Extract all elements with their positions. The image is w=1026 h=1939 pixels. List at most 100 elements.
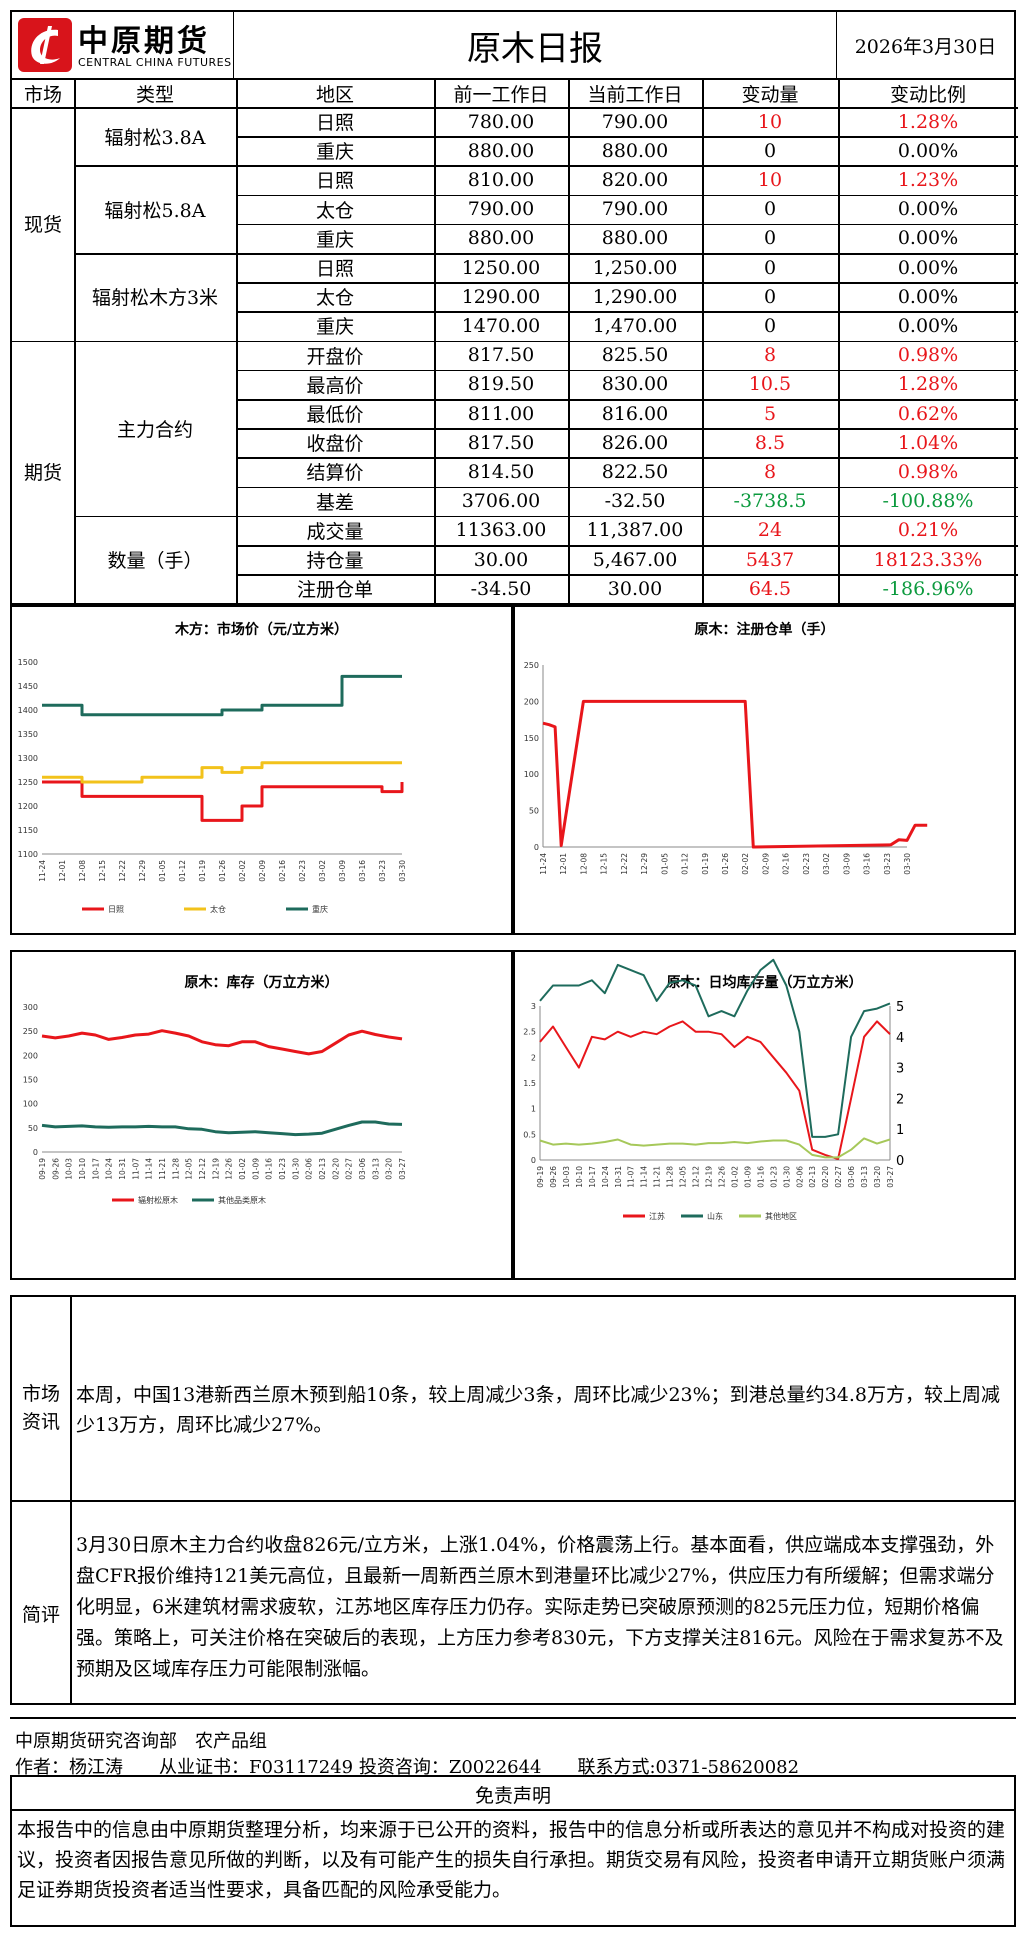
x-tick-label: 03-30 [903,853,912,875]
curr-value-cell: 5,467.00 [592,548,678,571]
legend-label: 其他品类原木 [218,1195,266,1205]
column-header: 地区 [315,84,354,106]
column-header: 前一工作日 [453,84,549,106]
x-tick-label: 11-07 [131,1158,140,1180]
x-tick-label: 01-05 [660,853,669,875]
x-tick-label: 09-19 [536,1166,545,1188]
curr-value-cell: 816.00 [601,402,669,425]
region-cell: 收盘价 [306,433,364,456]
x-tick-label: 10-17 [588,1166,597,1188]
x-tick-label: 10-31 [118,1158,127,1180]
disclaimer-text: 本报告中的信息由中原期货整理分析，均来源于已公开的资料，报告中的信息分析或所表达… [17,1819,1006,1901]
series-line-2 [539,958,891,1138]
change-cell: 10 [757,168,783,191]
x-tick-label: 03-02 [822,853,831,875]
column-header: 当前工作日 [587,84,683,106]
x-tick-label: 10-24 [105,1158,114,1180]
x-tick-label: 01-23 [769,1166,778,1188]
news-text: 本周，中国13港新西兰原木预到船10条，较上周减少3条，周环比减少23%；到港总… [76,1384,1000,1436]
x-tick-label: 12-05 [679,1166,688,1188]
x-tick-label: 12-05 [185,1158,194,1180]
curr-value-cell: 30.00 [607,577,663,600]
x-tick-label: 02-06 [305,1158,314,1180]
x-tick-label: 01-26 [721,853,730,875]
x-tick-label: 03-09 [842,853,851,875]
x-tick-label: 03-16 [358,860,367,882]
x-tick-label: 03-02 [318,860,327,882]
type-cell: 辐射松木方3米 [91,287,219,310]
x-tick-label: 01-23 [278,1158,287,1180]
x-tick-label: 03-06 [847,1166,856,1188]
price-table: 市场 类型 地区 前一工作日 当前工作日 变动量 变动比例 日照 780.00 790.00 10 1… [10,80,1018,605]
x-tick-label: 03-27 [886,1166,895,1188]
y-tick-label: 1500 [18,658,38,667]
x-tick-label: 11-07 [627,1166,636,1188]
x-tick-label: 02-16 [278,860,287,882]
report-date: 2026年3月30日 [836,12,1014,78]
x-tick-label: 01-16 [756,1166,765,1188]
x-tick-label: 12-08 [579,853,588,875]
curr-value-cell: -32.50 [604,490,666,513]
prev-value-cell: 817.50 [467,344,535,367]
x-tick-label: 12-01 [559,853,568,875]
region-cell: 成交量 [306,520,364,543]
x-tick-label: 03-30 [398,860,407,882]
x-tick-label: 10-10 [575,1166,584,1188]
x-tick-label: 02-13 [808,1166,817,1188]
change-pct-cell: 0.00% [897,227,959,250]
type-cell: 数量（手） [107,550,203,573]
region-cell: 太仓 [315,287,354,310]
series-line-2 [41,1120,403,1137]
chart-title: 原木：注册仓单（手） [694,622,835,638]
y2-tick-label: 3 [896,1062,904,1077]
region-cell: 重庆 [315,228,354,251]
change-cell: 0 [763,227,777,250]
curr-value-cell: 820.00 [601,168,669,191]
change-pct-cell: 18123.33% [873,548,983,571]
prev-value-cell: 1250.00 [461,256,541,279]
y-tick-label: 1.5 [523,1079,536,1088]
x-tick-label: 12-22 [620,853,629,875]
curr-value-cell: 825.50 [601,344,669,367]
y-tick-label: 200 [524,697,539,706]
x-tick-label: 02-27 [834,1166,843,1188]
y-tick-label: 0 [534,843,539,852]
disclaimer-title: 免责声明 [474,1785,551,1807]
region-cell: 注册仓单 [296,579,373,602]
region-cell: 基差 [315,491,354,514]
y-tick-label: 1450 [18,682,38,691]
x-tick-label: 02-13 [318,1158,327,1180]
change-pct-cell: 0.00% [897,285,959,308]
change-pct-cell: 0.98% [897,460,959,483]
author-info: 作者：杨江涛 从业证书：F03117249 投资咨询：Z0022644 联系方式… [15,1757,800,1778]
x-tick-label: 03-20 [873,1166,882,1188]
prev-value-cell: 11363.00 [455,519,547,542]
region-cell: 重庆 [315,141,354,164]
x-tick-label: 03-27 [398,1158,407,1180]
x-tick-label: 12-26 [225,1158,234,1180]
legend-label: 日照 [108,905,124,914]
x-tick-label: 02-02 [741,853,750,875]
x-tick-label: 10-17 [91,1158,100,1180]
region-cell: 日照 [315,112,354,135]
x-tick-label: 12-26 [717,1166,726,1188]
curr-value-cell: 11,387.00 [586,519,684,542]
x-tick-label: 02-09 [761,853,770,875]
prev-value-cell: 880.00 [467,227,535,250]
y-tick-label: 0 [531,1156,536,1165]
change-cell: 10.5 [748,373,792,396]
series-line-1 [539,1020,891,1160]
x-tick-label: 09-26 [549,1166,558,1188]
prev-value-cell: 880.00 [467,139,535,162]
x-tick-label: 01-09 [251,1158,260,1180]
chart-title: 木方：市场价（元/立方米） [174,622,349,638]
x-tick-label: 09-19 [38,1158,47,1180]
chart-inventory: 原木：库存（万立方米） 0 50 100 150 200 250 300 09-19 09-26… [10,950,513,1280]
change-cell: 0 [763,198,777,221]
x-tick-label: 12-12 [692,1166,701,1188]
dept-name: 中原期货研究咨询部 农产品组 [15,1731,267,1752]
prev-value-cell: 817.50 [467,431,535,454]
x-tick-label: 02-23 [298,860,307,882]
x-tick-label: 01-19 [701,853,710,875]
series-line-1 [42,780,404,822]
